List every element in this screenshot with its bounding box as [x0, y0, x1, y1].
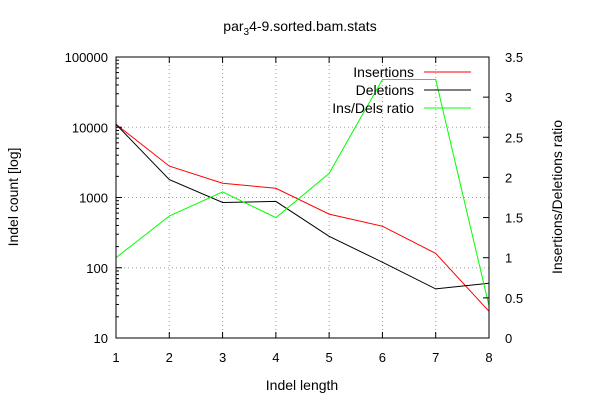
x-tick-label: 5 — [326, 350, 333, 365]
y2-tick-label: 1 — [505, 251, 512, 266]
y2-tick-label: 1.5 — [505, 211, 523, 226]
series-layer — [115, 79, 490, 312]
x-tick-label: 3 — [219, 350, 226, 365]
legend-label: Insertions — [353, 64, 414, 80]
y-tick-label: 100000 — [65, 50, 108, 65]
x-tick-label: 8 — [485, 350, 492, 365]
y2-tick-label: 3.5 — [505, 50, 523, 65]
chart-title-subscript: 3 — [244, 27, 250, 38]
x-tick-label: 4 — [272, 350, 279, 365]
y-axis-label: Indel count [log] — [5, 148, 21, 247]
y2-axis-label: Insertions/Deletions ratio — [549, 120, 565, 274]
plot-frame — [115, 56, 490, 339]
y2-tick-label: 0.5 — [505, 291, 523, 306]
ticks: 1 2 3 4 5 6 7 8 10 100 1000 10000 100000 0 0.5 1 1.5 2 2.5… — [65, 50, 523, 365]
y-tick-label: 1000 — [79, 191, 108, 206]
grid — [116, 57, 489, 338]
legend: Insertions Deletions Ins/Dels ratio — [332, 64, 471, 116]
chart-title: par34-9.sorted.bam.stats — [223, 18, 376, 38]
y-tick-label: 10000 — [72, 120, 108, 135]
x-axis-label: Indel length — [266, 377, 338, 393]
legend-label: Deletions — [356, 82, 414, 98]
series-deletions-line — [115, 123, 490, 290]
chart-title-rest: 4-9.sorted.bam.stats — [249, 18, 377, 34]
y2-tick-label: 2 — [505, 170, 512, 185]
legend-label: Ins/Dels ratio — [332, 100, 414, 116]
x-tick-label: 2 — [166, 350, 173, 365]
x-tick-label: 1 — [112, 350, 119, 365]
y2-tick-label: 3 — [505, 90, 512, 105]
x-tick-label: 7 — [432, 350, 439, 365]
y2-tick-label: 0 — [505, 331, 512, 346]
series-insertions-line — [115, 123, 490, 312]
y2-tick-label: 2.5 — [505, 130, 523, 145]
series-ins-dels-ratio-line — [115, 79, 490, 307]
chart-title-main: par — [223, 18, 244, 34]
x-tick-label: 6 — [379, 350, 386, 365]
y-tick-label: 10 — [94, 331, 108, 346]
y-tick-label: 100 — [86, 261, 108, 276]
